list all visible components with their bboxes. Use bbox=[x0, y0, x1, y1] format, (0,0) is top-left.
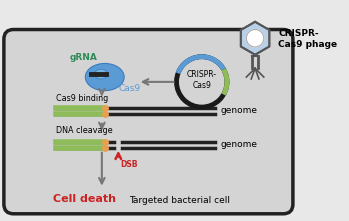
Ellipse shape bbox=[95, 69, 107, 79]
Text: genome: genome bbox=[220, 107, 257, 116]
Text: CRISPR-
Cas9 phage: CRISPR- Cas9 phage bbox=[279, 29, 337, 49]
Polygon shape bbox=[241, 22, 269, 55]
Text: Cas9 binding: Cas9 binding bbox=[56, 94, 109, 103]
Text: gRNA: gRNA bbox=[69, 53, 97, 61]
FancyBboxPatch shape bbox=[4, 30, 293, 214]
Text: DSB: DSB bbox=[120, 160, 138, 170]
Ellipse shape bbox=[86, 63, 124, 91]
Circle shape bbox=[246, 30, 264, 47]
Text: Targeted bacterial cell: Targeted bacterial cell bbox=[129, 196, 230, 205]
Text: Cas9: Cas9 bbox=[118, 84, 140, 93]
Text: DNA cleavage: DNA cleavage bbox=[56, 126, 113, 135]
Text: genome: genome bbox=[220, 140, 257, 149]
Text: Cell death: Cell death bbox=[53, 194, 116, 204]
Text: CRISPR-
Cas9: CRISPR- Cas9 bbox=[187, 70, 217, 90]
